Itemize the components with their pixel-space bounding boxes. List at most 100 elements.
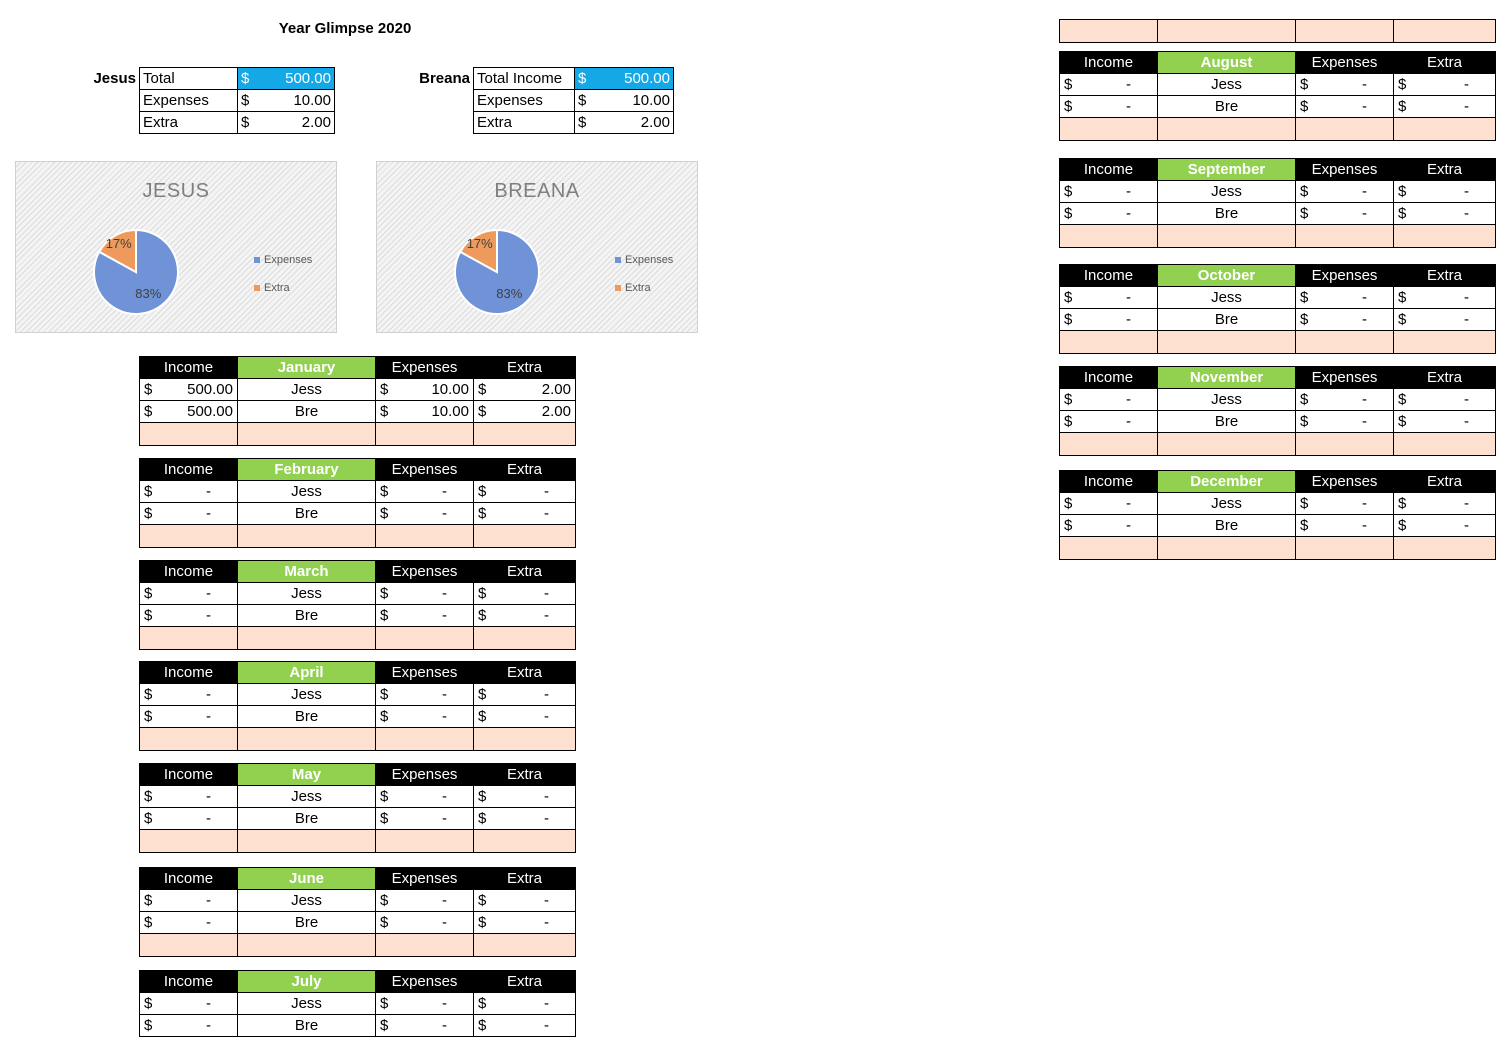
person-cell[interactable]: Bre [237,807,376,830]
income-cell[interactable]: $ - [1059,308,1158,331]
person-cell[interactable]: Bre [237,400,376,423]
blank-cell[interactable] [375,933,474,957]
extra-cell[interactable]: $ - [473,480,576,503]
blank-cell[interactable] [237,626,376,650]
blank-cell[interactable] [139,727,238,751]
person-cell[interactable]: Jess [1157,492,1296,515]
blank-cell[interactable] [473,933,576,957]
extra-cell[interactable]: $ - [473,1014,576,1037]
blank-cell[interactable] [1157,19,1296,43]
person-cell[interactable]: Jess [1157,180,1296,203]
extra-cell[interactable]: $ - [1393,95,1496,118]
income-cell[interactable]: $ - [139,502,238,525]
income-cell[interactable]: $ - [139,604,238,627]
extra-cell[interactable]: $ - [473,807,576,830]
blank-cell[interactable] [237,422,376,446]
expenses-cell[interactable]: $ - [375,582,474,605]
extra-cell[interactable]: $ - [1393,286,1496,309]
expenses-cell[interactable]: $ - [1295,286,1394,309]
person-cell[interactable]: Bre [237,911,376,934]
blank-cell[interactable] [1157,224,1296,248]
summary-cell-name[interactable]: Expenses [473,89,575,112]
person-cell[interactable]: Jess [237,480,376,503]
extra-cell[interactable]: $ - [473,889,576,912]
blank-cell[interactable] [473,626,576,650]
person-cell[interactable]: Jess [237,582,376,605]
extra-cell[interactable]: $ - [1393,202,1496,225]
blank-cell[interactable] [1059,432,1158,456]
blank-cell[interactable] [139,626,238,650]
summary-cell-amount[interactable]: $10.00 [237,89,335,112]
income-cell[interactable]: $ - [139,705,238,728]
extra-cell[interactable]: $ - [1393,73,1496,96]
pie-slice-expenses[interactable] [93,228,179,315]
income-cell[interactable]: $500.00 [139,400,238,423]
blank-cell[interactable] [237,524,376,548]
expenses-cell[interactable]: $ - [375,992,474,1015]
summary-cell-name[interactable]: Total Income [473,67,575,90]
blank-cell[interactable] [1393,224,1496,248]
expenses-cell[interactable]: $ - [1295,202,1394,225]
person-cell[interactable]: Jess [1157,73,1296,96]
pie-slice-extra[interactable] [97,228,137,274]
summary-cell-amount[interactable]: $10.00 [574,89,674,112]
summary-cell-name[interactable]: Extra [139,111,238,134]
person-cell[interactable]: Jess [1157,286,1296,309]
blank-cell[interactable] [473,829,576,853]
blank-cell[interactable] [1295,19,1394,43]
blank-cell[interactable] [375,829,474,853]
person-cell[interactable]: Bre [1157,410,1296,433]
person-cell[interactable]: Bre [237,604,376,627]
chart-panel-jesus[interactable]: JESUS Expenses Extra 83% 17% [15,161,337,333]
expenses-cell[interactable]: $ - [375,889,474,912]
person-cell[interactable]: Jess [237,889,376,912]
expenses-cell[interactable]: $ - [375,807,474,830]
blank-cell[interactable] [1059,224,1158,248]
extra-cell[interactable]: $ - [1393,410,1496,433]
summary-cell-name[interactable]: Extra [473,111,575,134]
summary-cell-amount[interactable]: $2.00 [574,111,674,134]
blank-cell[interactable] [1059,330,1158,354]
person-cell[interactable]: Jess [1157,388,1296,411]
income-cell[interactable]: $ - [1059,73,1158,96]
extra-cell[interactable]: $ - [1393,308,1496,331]
income-cell[interactable]: $ - [139,807,238,830]
expenses-cell[interactable]: $ - [1295,388,1394,411]
extra-cell[interactable]: $ - [1393,514,1496,537]
expenses-cell[interactable]: $ - [1295,180,1394,203]
blank-cell[interactable] [1295,224,1394,248]
blank-cell[interactable] [1059,19,1158,43]
expenses-cell[interactable]: $ - [1295,492,1394,515]
person-cell[interactable]: Bre [237,705,376,728]
extra-cell[interactable]: $ - [1393,388,1496,411]
blank-cell[interactable] [1393,117,1496,141]
blank-cell[interactable] [237,727,376,751]
blank-cell[interactable] [1157,432,1296,456]
extra-cell[interactable]: $ - [473,502,576,525]
blank-cell[interactable] [139,422,238,446]
blank-cell[interactable] [1393,19,1496,43]
summary-cell-name[interactable]: Expenses [139,89,238,112]
income-cell[interactable]: $ - [139,582,238,605]
blank-cell[interactable] [1157,536,1296,560]
expenses-cell[interactable]: $ - [375,911,474,934]
income-cell[interactable]: $ - [139,992,238,1015]
extra-cell[interactable]: $ - [473,582,576,605]
expenses-cell[interactable]: $ - [375,785,474,808]
person-cell[interactable]: Jess [237,378,376,401]
income-cell[interactable]: $ - [1059,410,1158,433]
income-cell[interactable]: $ - [1059,388,1158,411]
person-cell[interactable]: Bre [237,1014,376,1037]
extra-cell[interactable]: $ - [473,604,576,627]
income-cell[interactable]: $ - [1059,286,1158,309]
blank-cell[interactable] [1157,330,1296,354]
expenses-cell[interactable]: $ - [375,480,474,503]
income-cell[interactable]: $ - [1059,492,1158,515]
summary-cell-amount[interactable]: $2.00 [237,111,335,134]
extra-cell[interactable]: $ - [1393,180,1496,203]
expenses-cell[interactable]: $ - [1295,410,1394,433]
extra-cell[interactable]: $ - [473,683,576,706]
income-cell[interactable]: $ - [139,911,238,934]
expenses-cell[interactable]: $ - [375,502,474,525]
blank-cell[interactable] [139,933,238,957]
